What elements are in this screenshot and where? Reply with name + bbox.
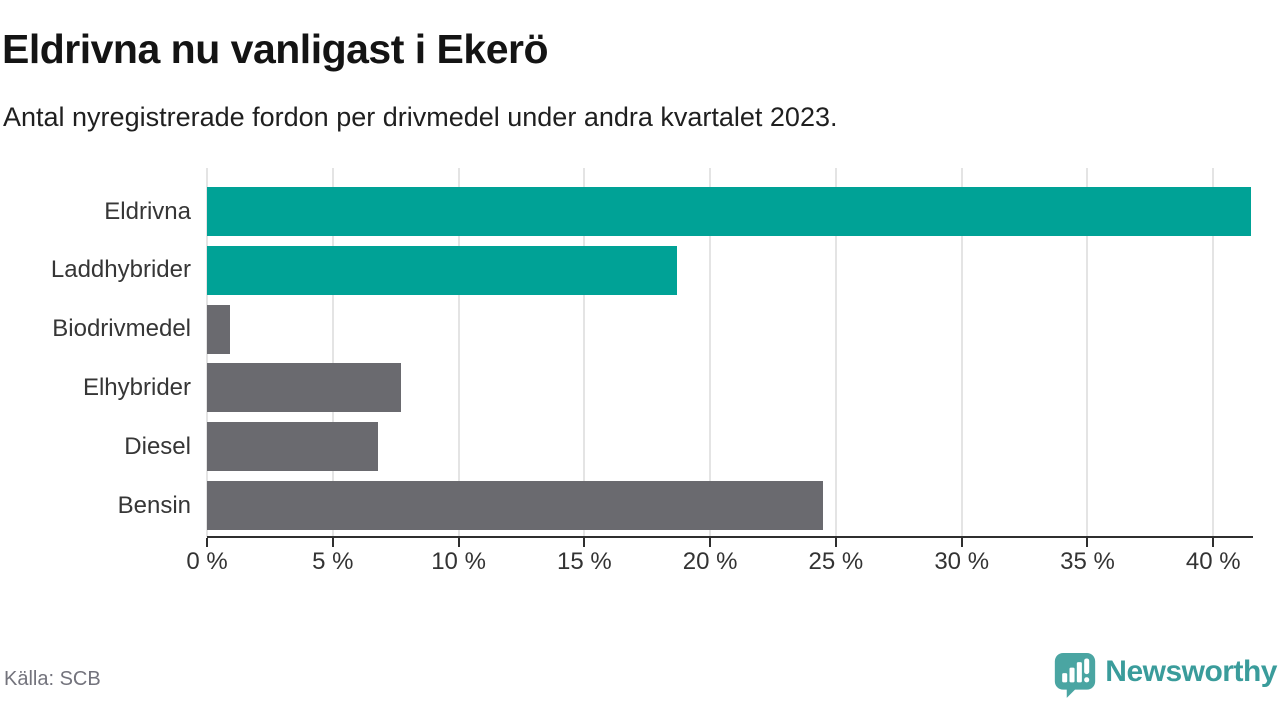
x-tick-15: [583, 538, 586, 547]
bar-eldrivna: [207, 187, 1251, 236]
gridline-10: [457, 168, 460, 537]
x-tick-label-0: 0 %: [186, 548, 228, 575]
x-tick-label-30: 30 %: [934, 548, 990, 575]
x-axis-line: [207, 536, 1253, 538]
category-label-elhybrider: Elhybrider: [82, 373, 191, 401]
chart-subtitle: Antal nyregistrerade fordon per drivmede…: [3, 102, 838, 132]
gridline-25: [834, 168, 837, 537]
bar-elhybrider: [207, 363, 401, 413]
x-tick-label-25: 25 %: [808, 548, 864, 575]
x-tick-label-35: 35 %: [1060, 548, 1115, 575]
bar-bensin: [207, 481, 824, 530]
gridline-35: [1086, 168, 1089, 537]
category-label-eldrivna: Eldrivna: [104, 197, 191, 225]
x-tick-label-5: 5 %: [312, 548, 354, 575]
gridline-30: [960, 168, 963, 537]
newsworthy-wordmark: Newsworthy: [1105, 655, 1277, 688]
x-tick-label-20: 20 %: [682, 548, 738, 575]
plot-area: [206, 168, 1251, 537]
x-tick-5: [331, 538, 334, 547]
gridline-15: [583, 168, 586, 537]
gridline-20: [709, 168, 712, 537]
x-tick-30: [960, 538, 963, 547]
newsworthy-logo: Newsworthy: [1053, 650, 1277, 700]
bar-biodrivmedel: [207, 304, 230, 354]
x-tick-label-10: 10 %: [431, 548, 486, 575]
bar-diesel: [207, 422, 379, 472]
x-tick-10: [457, 538, 460, 547]
category-label-diesel: Diesel: [124, 432, 191, 460]
x-tick-20: [709, 538, 712, 547]
source-label: Källa: SCB: [4, 668, 101, 690]
gridline-5: [331, 168, 334, 537]
newsworthy-speech-bubble-chart-icon: [1055, 653, 1096, 698]
x-tick-0: [206, 538, 208, 547]
x-tick-25: [834, 538, 837, 547]
chart-title: Eldrivna nu vanligast i Ekerö: [2, 26, 549, 72]
category-label-biodrivmedel: Biodrivmedel: [52, 315, 191, 343]
gridline-40: [1212, 168, 1215, 537]
x-tick-35: [1086, 538, 1089, 547]
x-tick-label-15: 15 %: [556, 548, 612, 575]
category-label-bensin: Bensin: [117, 491, 191, 519]
category-axis-labels: Eldrivna Laddhybrider Biodrivmedel Elhybrid…: [0, 168, 191, 537]
x-tick-label-40: 40 %: [1185, 548, 1241, 575]
x-tick-40: [1212, 538, 1215, 547]
category-label-laddhybrider: Laddhybrider: [50, 256, 191, 284]
bar-laddhybrider: [207, 245, 678, 295]
